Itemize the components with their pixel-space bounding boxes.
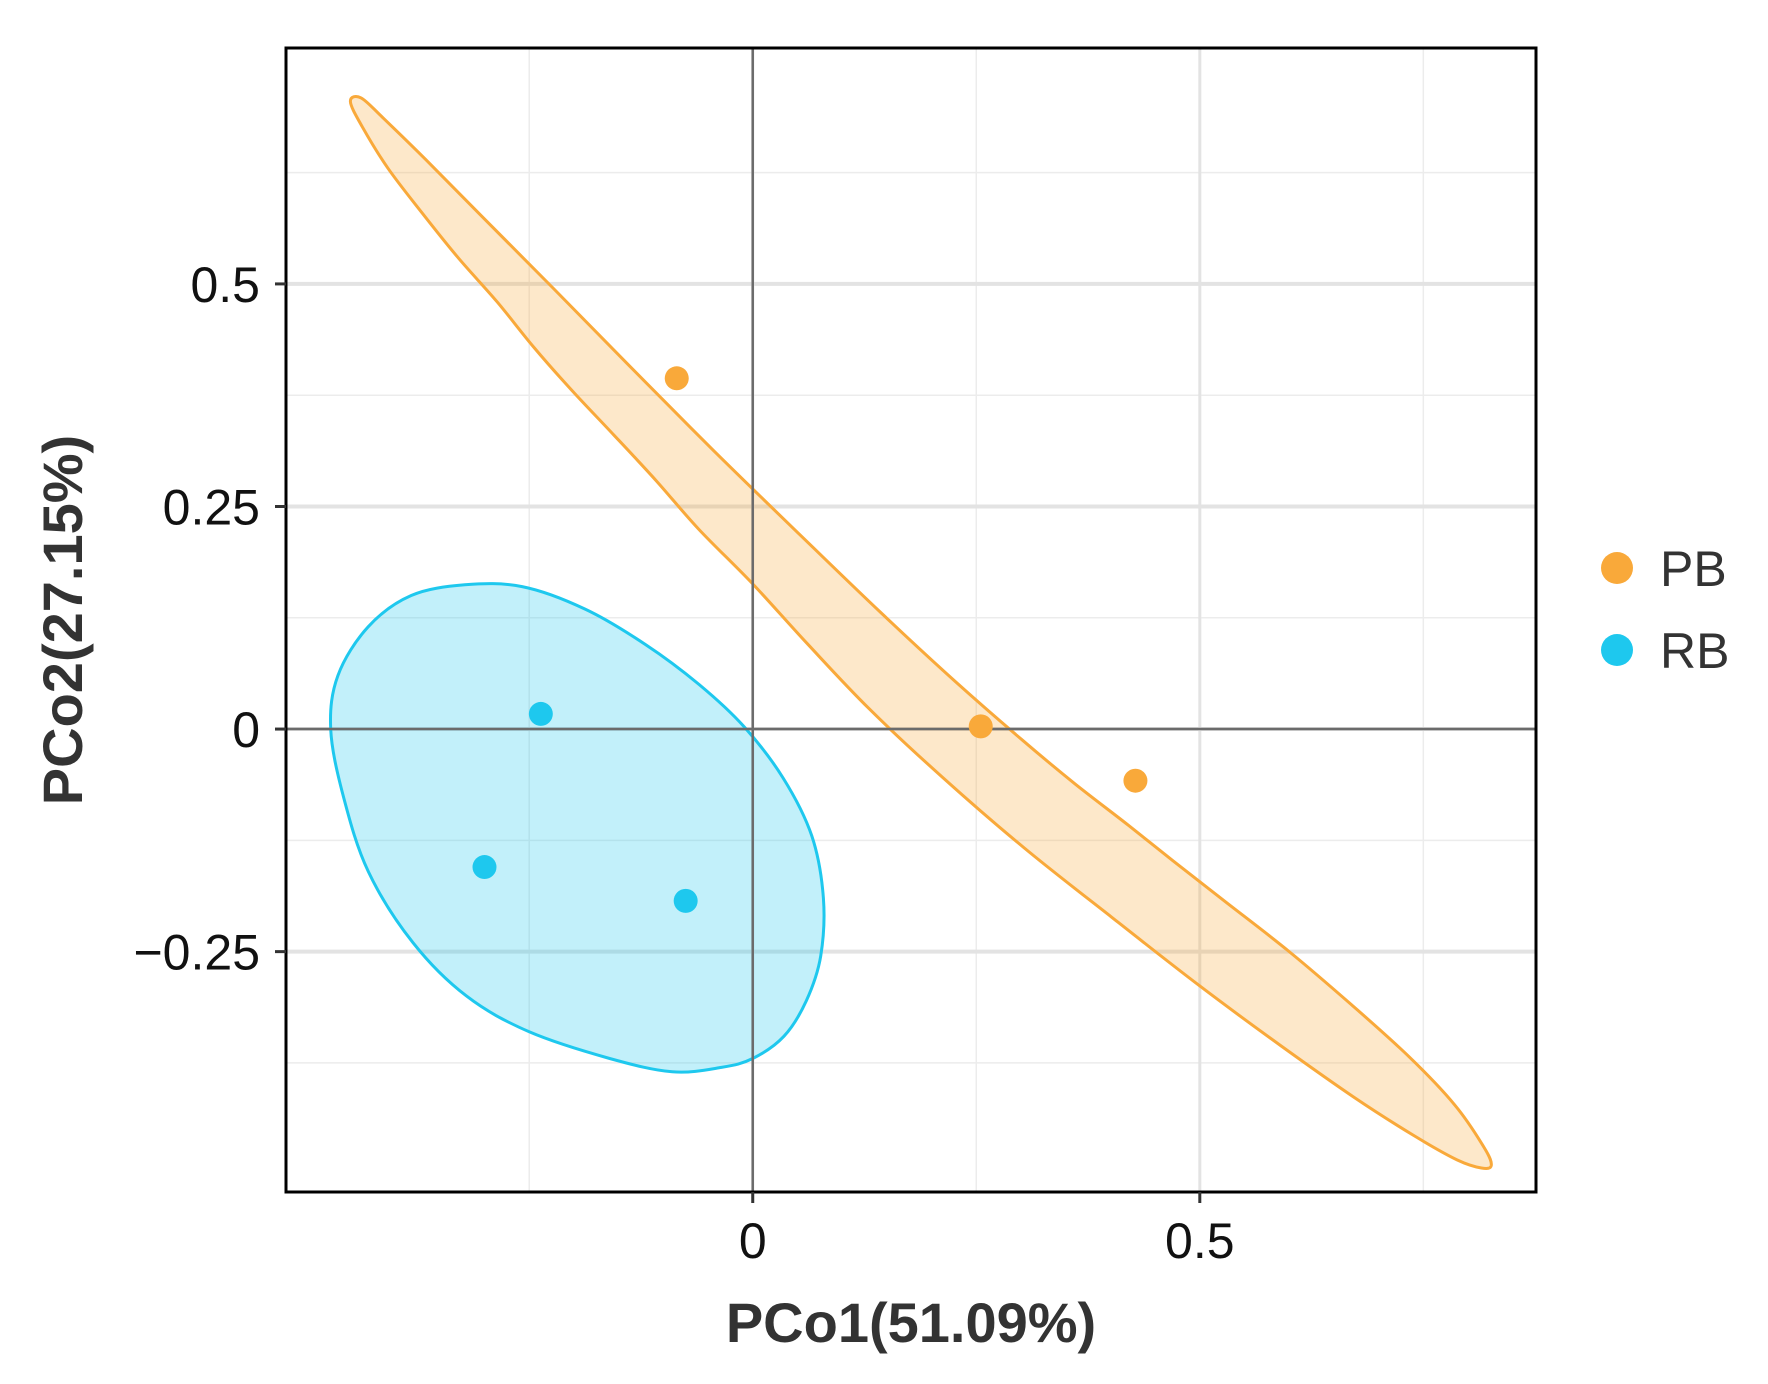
x-tick-label: 0.5 <box>1165 1213 1235 1269</box>
y-tick-label: 0 <box>232 702 260 758</box>
legend: PB RB <box>1601 541 1729 679</box>
legend-label-rb: RB <box>1660 623 1729 679</box>
point-pb <box>968 714 993 739</box>
zero-reference-lines <box>286 48 1536 1192</box>
y-tick-label: 0.25 <box>163 479 260 535</box>
ellipse-pb <box>348 94 1493 1170</box>
legend-marker-pb <box>1601 552 1633 584</box>
point-rb <box>673 888 698 913</box>
ellipse-rb <box>328 582 826 1074</box>
point-pb <box>664 366 689 391</box>
y-tick-label: −0.25 <box>133 925 260 981</box>
plot-panel-border <box>284 46 1538 1194</box>
point-rb <box>528 701 553 726</box>
x-axis-title: PCo1(51.09%) <box>726 1291 1096 1354</box>
y-axis-title: PCo2(27.15%) <box>31 435 94 805</box>
point-rb <box>472 855 497 880</box>
axis-ticks: 0 0.5 0.5 0.25 0 −0.25 <box>133 257 1234 1269</box>
data-points <box>472 366 1148 913</box>
legend-label-pb: PB <box>1660 541 1727 597</box>
point-pb <box>1123 768 1148 793</box>
legend-marker-rb <box>1601 634 1633 666</box>
confidence-ellipses <box>328 94 1493 1170</box>
y-tick-label: 0.5 <box>190 257 260 313</box>
x-tick-label: 0 <box>739 1213 767 1269</box>
